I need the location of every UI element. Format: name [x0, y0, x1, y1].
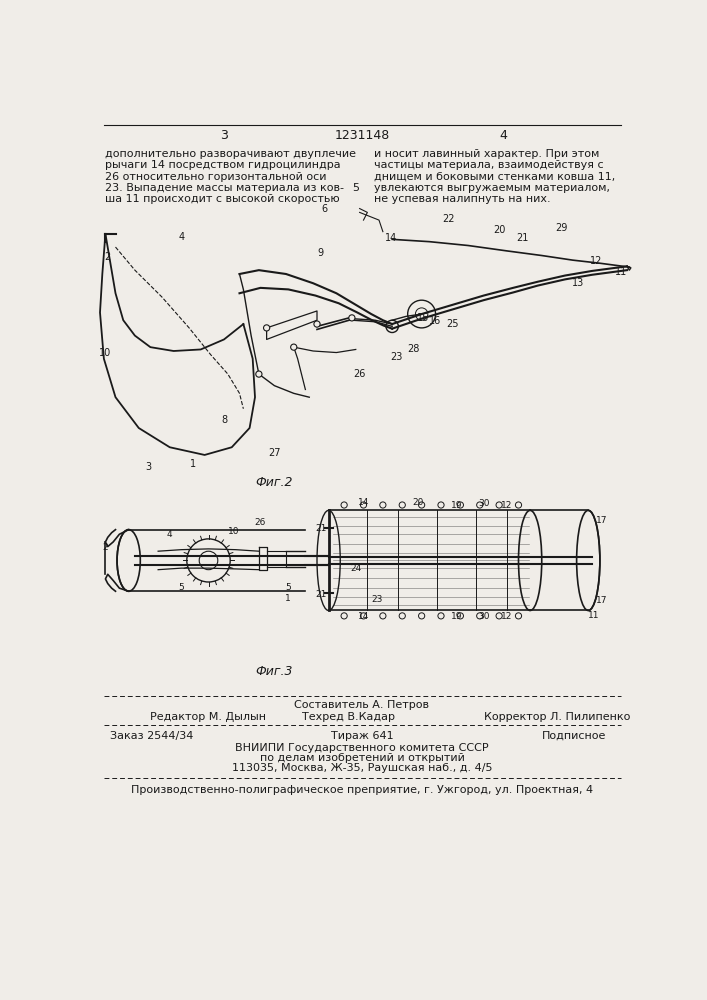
- Circle shape: [438, 502, 444, 508]
- Text: 20: 20: [493, 225, 506, 235]
- Text: 21: 21: [315, 590, 327, 599]
- Text: 12: 12: [501, 612, 513, 621]
- Text: 2: 2: [103, 543, 108, 552]
- Text: 21: 21: [315, 524, 327, 533]
- Text: ВНИИПИ Государственного комитета СССР: ВНИИПИ Государственного комитета СССР: [235, 743, 489, 753]
- Circle shape: [399, 502, 405, 508]
- Text: 20: 20: [412, 498, 423, 507]
- Text: рычаги 14 посредством гидроцилиндра: рычаги 14 посредством гидроцилиндра: [105, 160, 341, 170]
- Text: 4: 4: [499, 129, 507, 142]
- Text: Корректор Л. Пилипенко: Корректор Л. Пилипенко: [484, 712, 630, 722]
- Text: 17: 17: [597, 516, 608, 525]
- Text: 26 относительно горизонтальной оси: 26 относительно горизонтальной оси: [105, 172, 327, 182]
- Text: 14: 14: [358, 498, 369, 507]
- Text: Фиг.3: Фиг.3: [256, 665, 293, 678]
- Text: 11: 11: [616, 267, 628, 277]
- Text: днищем и боковыми стенками ковша 11,: днищем и боковыми стенками ковша 11,: [373, 172, 615, 182]
- Circle shape: [361, 613, 367, 619]
- Text: 14: 14: [358, 612, 369, 621]
- Circle shape: [496, 502, 502, 508]
- Text: 23. Выпадение массы материала из ков-: 23. Выпадение массы материала из ков-: [105, 183, 344, 193]
- Text: Подписное: Подписное: [542, 731, 606, 741]
- Text: 19: 19: [451, 612, 462, 621]
- Circle shape: [314, 321, 320, 327]
- Text: 19: 19: [451, 500, 462, 510]
- Text: Фиг.2: Фиг.2: [256, 476, 293, 489]
- Circle shape: [496, 613, 502, 619]
- Text: 15: 15: [417, 313, 429, 323]
- Text: 1231148: 1231148: [334, 129, 390, 142]
- Text: 13: 13: [572, 278, 584, 288]
- Text: 21: 21: [516, 233, 529, 243]
- Text: 5: 5: [353, 183, 360, 193]
- Circle shape: [419, 613, 425, 619]
- Circle shape: [477, 613, 483, 619]
- Text: дополнительно разворачивают двуплечие: дополнительно разворачивают двуплечие: [105, 149, 356, 159]
- Circle shape: [349, 315, 355, 321]
- Text: 2: 2: [105, 252, 111, 262]
- Text: Производственно-полиграфическое преприятие, г. Ужгород, ул. Проектная, 4: Производственно-полиграфическое преприят…: [131, 785, 593, 795]
- Circle shape: [438, 613, 444, 619]
- Text: 26: 26: [255, 518, 266, 527]
- Text: 4: 4: [178, 232, 185, 242]
- Circle shape: [341, 613, 347, 619]
- Text: Тираж 641: Тираж 641: [331, 731, 393, 741]
- Text: 113035, Москва, Ж-35, Раушская наб., д. 4/5: 113035, Москва, Ж-35, Раушская наб., д. …: [232, 763, 492, 773]
- Text: 9: 9: [318, 248, 324, 258]
- Text: 12: 12: [590, 256, 602, 266]
- Text: 12: 12: [501, 500, 513, 510]
- Text: Редактор М. Дылын: Редактор М. Дылын: [151, 712, 267, 722]
- Text: 5: 5: [286, 583, 291, 592]
- Text: Составитель А. Петров: Составитель А. Петров: [294, 700, 429, 710]
- Text: по делам изобретений и открытий: по делам изобретений и открытий: [259, 753, 464, 763]
- Text: 22: 22: [443, 214, 455, 224]
- Circle shape: [515, 613, 522, 619]
- Text: и носит лавинный характер. При этом: и носит лавинный характер. При этом: [373, 149, 599, 159]
- Text: ша 11 происходит с высокой скоростью: ша 11 происходит с высокой скоростью: [105, 194, 340, 204]
- Text: увлекаются выгружаемым материалом,: увлекаются выгружаемым материалом,: [373, 183, 609, 193]
- Circle shape: [264, 325, 270, 331]
- Text: 1: 1: [286, 594, 291, 603]
- Text: 28: 28: [408, 344, 420, 354]
- Text: 23: 23: [391, 352, 403, 362]
- Circle shape: [515, 502, 522, 508]
- Circle shape: [399, 613, 405, 619]
- Circle shape: [256, 371, 262, 377]
- Text: 10: 10: [228, 527, 240, 536]
- Text: 11: 11: [588, 611, 600, 620]
- Text: 27: 27: [268, 448, 281, 458]
- Text: 1: 1: [190, 459, 196, 469]
- Text: 14: 14: [385, 233, 397, 243]
- Text: 29: 29: [555, 223, 567, 233]
- Text: Заказ 2544/34: Заказ 2544/34: [110, 731, 194, 741]
- Text: 24: 24: [350, 564, 361, 573]
- Text: 17: 17: [597, 596, 608, 605]
- Text: 30: 30: [478, 612, 489, 621]
- Text: частицы материала, взаимодействуя с: частицы материала, взаимодействуя с: [373, 160, 603, 170]
- Circle shape: [477, 502, 483, 508]
- Text: 23: 23: [372, 595, 383, 604]
- Text: 5: 5: [178, 583, 185, 592]
- Circle shape: [341, 502, 347, 508]
- Circle shape: [457, 502, 464, 508]
- Text: Техред В.Кадар: Техред В.Кадар: [301, 712, 395, 722]
- Circle shape: [380, 502, 386, 508]
- Text: 26: 26: [354, 369, 366, 379]
- Text: 30: 30: [478, 499, 489, 508]
- Circle shape: [291, 344, 297, 350]
- Text: 3: 3: [220, 129, 228, 142]
- Text: 10: 10: [99, 348, 112, 358]
- Text: 3: 3: [146, 462, 152, 472]
- Text: 6: 6: [322, 204, 328, 214]
- Circle shape: [380, 613, 386, 619]
- Text: не успевая налипнуть на них.: не успевая налипнуть на них.: [373, 194, 550, 204]
- Circle shape: [419, 502, 425, 508]
- Text: 8: 8: [221, 415, 227, 425]
- Text: 25: 25: [446, 319, 459, 329]
- Text: 4: 4: [167, 530, 173, 539]
- Text: 16: 16: [428, 316, 441, 326]
- Circle shape: [361, 502, 367, 508]
- Circle shape: [457, 613, 464, 619]
